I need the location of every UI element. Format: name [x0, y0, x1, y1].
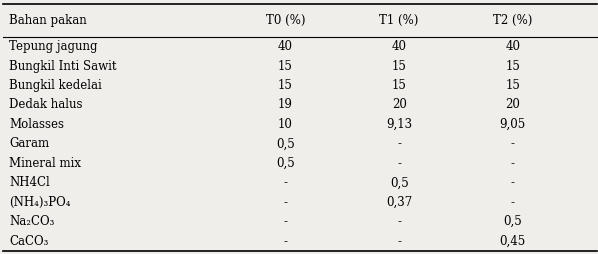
Text: T0 (%): T0 (%) [266, 14, 306, 27]
Text: 0,5: 0,5 [390, 176, 408, 189]
Text: Molasses: Molasses [9, 118, 64, 131]
Text: 15: 15 [505, 79, 520, 92]
Text: CaCO₃: CaCO₃ [9, 235, 48, 248]
Text: -: - [283, 176, 288, 189]
Text: Mineral mix: Mineral mix [9, 157, 81, 170]
Text: 20: 20 [392, 99, 407, 112]
Text: 9,05: 9,05 [500, 118, 526, 131]
Text: 40: 40 [392, 40, 407, 53]
Text: 40: 40 [278, 40, 293, 53]
Text: Na₂CO₃: Na₂CO₃ [9, 215, 54, 228]
Text: Garam: Garam [9, 137, 49, 150]
Text: T1 (%): T1 (%) [380, 14, 419, 27]
Text: 0,37: 0,37 [386, 196, 412, 209]
Text: -: - [511, 157, 515, 170]
Text: 0,5: 0,5 [504, 215, 522, 228]
Text: -: - [511, 137, 515, 150]
Text: -: - [511, 176, 515, 189]
Text: -: - [283, 215, 288, 228]
Text: 0,45: 0,45 [500, 235, 526, 248]
Text: -: - [397, 215, 401, 228]
Text: Bahan pakan: Bahan pakan [9, 14, 87, 27]
Text: 10: 10 [278, 118, 293, 131]
Text: 15: 15 [392, 59, 407, 73]
Text: -: - [511, 196, 515, 209]
Text: 15: 15 [392, 79, 407, 92]
Text: -: - [397, 157, 401, 170]
Text: -: - [283, 235, 288, 248]
Text: 9,13: 9,13 [386, 118, 412, 131]
Text: 20: 20 [505, 99, 520, 112]
Text: -: - [397, 137, 401, 150]
Text: Tepung jagung: Tepung jagung [9, 40, 97, 53]
Text: -: - [397, 235, 401, 248]
Text: 15: 15 [278, 79, 293, 92]
Text: NH4Cl: NH4Cl [9, 176, 50, 189]
Text: T2 (%): T2 (%) [493, 14, 532, 27]
Text: -: - [283, 196, 288, 209]
Text: Dedak halus: Dedak halus [9, 99, 83, 112]
Text: 0,5: 0,5 [276, 137, 295, 150]
Text: 15: 15 [505, 59, 520, 73]
Text: Bungkil Inti Sawit: Bungkil Inti Sawit [9, 59, 117, 73]
Text: 19: 19 [278, 99, 293, 112]
Text: 40: 40 [505, 40, 520, 53]
Text: Bungkil kedelai: Bungkil kedelai [9, 79, 102, 92]
Text: 0,5: 0,5 [276, 157, 295, 170]
Text: 15: 15 [278, 59, 293, 73]
Text: (NH₄)₃PO₄: (NH₄)₃PO₄ [9, 196, 71, 209]
